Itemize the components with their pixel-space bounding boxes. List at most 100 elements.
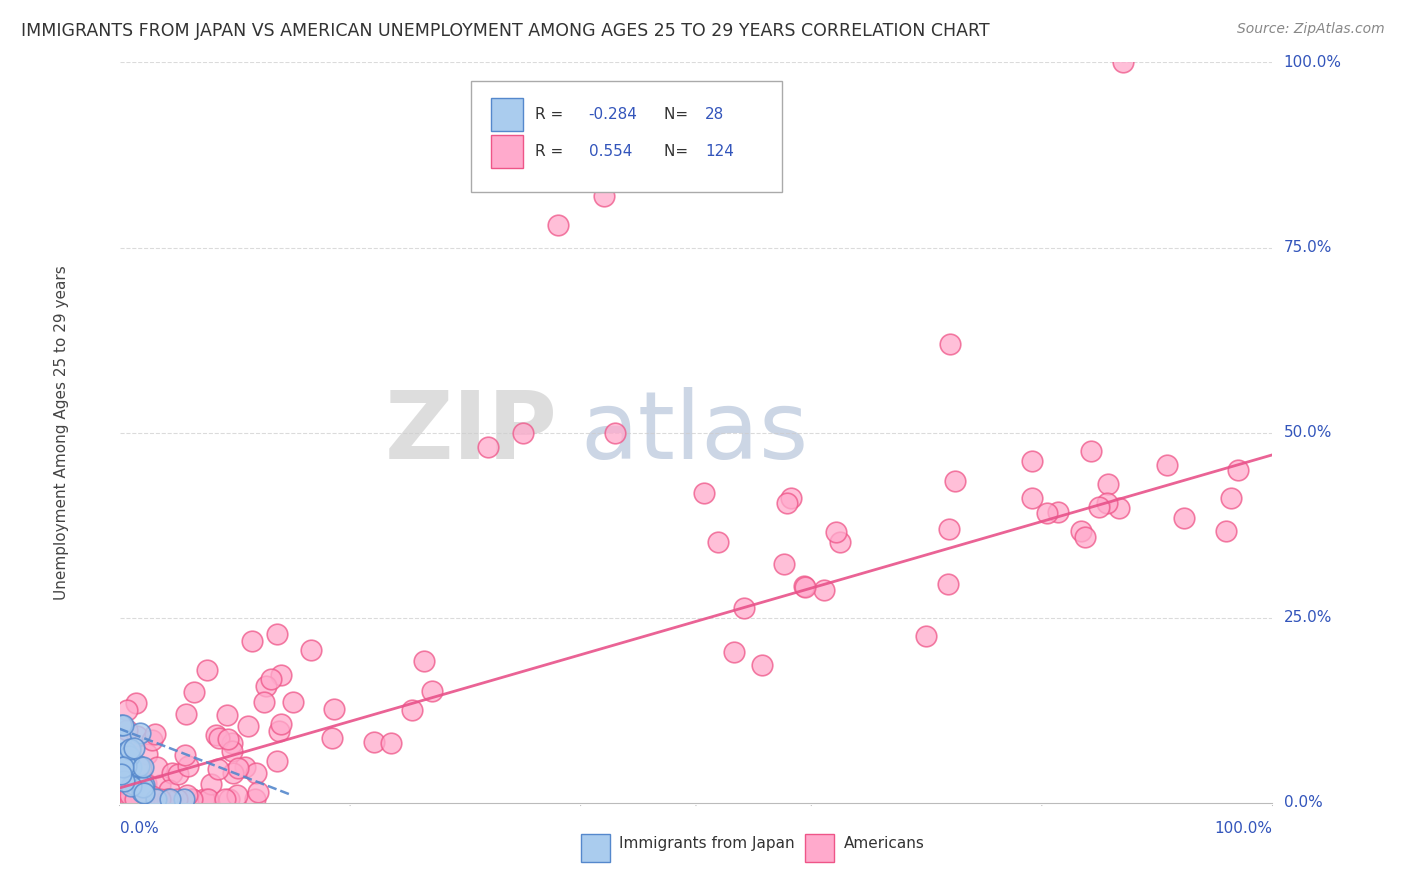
Bar <box>491 135 523 168</box>
Point <box>1220 491 1243 506</box>
Point <box>221 744 243 758</box>
Point <box>117 792 139 806</box>
Point <box>115 759 138 773</box>
Point <box>125 696 148 710</box>
Point <box>166 792 188 806</box>
Point <box>134 792 156 806</box>
Point <box>299 642 322 657</box>
Point <box>226 789 249 803</box>
Point <box>254 679 277 693</box>
Point <box>936 576 959 591</box>
Point <box>132 760 155 774</box>
Point <box>118 788 141 802</box>
Point <box>1108 500 1130 515</box>
Point <box>118 760 141 774</box>
Point <box>112 774 135 789</box>
Point <box>1097 476 1119 491</box>
Point <box>111 760 134 774</box>
Text: 0.0%: 0.0% <box>120 822 159 837</box>
Point <box>131 792 153 806</box>
Point <box>122 792 145 806</box>
Point <box>124 792 146 806</box>
Point <box>723 645 745 659</box>
Point <box>110 757 132 772</box>
Point <box>132 792 155 806</box>
Point <box>1046 506 1069 520</box>
Point <box>115 702 138 716</box>
Point <box>159 792 181 806</box>
Point <box>176 707 198 722</box>
Point <box>228 761 250 775</box>
Point <box>1111 55 1133 70</box>
Point <box>1073 530 1095 544</box>
Point <box>141 789 163 804</box>
Point <box>110 717 132 731</box>
Point <box>830 534 852 549</box>
Point <box>118 743 141 757</box>
Point <box>127 730 149 744</box>
Text: N=: N= <box>664 107 693 122</box>
Point <box>129 761 152 775</box>
Point <box>321 731 343 745</box>
Point <box>420 684 443 698</box>
Text: -0.284: -0.284 <box>589 107 638 122</box>
Point <box>245 766 267 780</box>
Point <box>240 634 263 648</box>
Point <box>322 702 344 716</box>
Point <box>793 579 815 593</box>
Point <box>1021 454 1043 468</box>
Point <box>236 719 259 733</box>
Point <box>1156 458 1178 473</box>
Text: ZIP: ZIP <box>385 386 558 479</box>
Point <box>149 778 172 792</box>
Point <box>1173 510 1195 524</box>
Point <box>112 750 135 764</box>
Point <box>270 716 292 731</box>
Text: Source: ZipAtlas.com: Source: ZipAtlas.com <box>1237 22 1385 37</box>
Point <box>218 792 240 806</box>
Point <box>115 723 138 737</box>
Point <box>283 695 305 709</box>
Point <box>1080 443 1102 458</box>
Point <box>193 792 215 806</box>
Text: Immigrants from Japan: Immigrants from Japan <box>619 836 794 851</box>
Point <box>155 792 177 806</box>
Point <box>605 425 627 440</box>
Point <box>120 779 142 793</box>
Point <box>413 654 436 668</box>
Point <box>124 786 146 800</box>
Point <box>1215 524 1237 539</box>
Text: 124: 124 <box>706 144 734 159</box>
Point <box>132 778 155 792</box>
Point <box>145 792 167 806</box>
Point <box>779 491 801 505</box>
Point <box>111 718 134 732</box>
Point <box>207 763 229 777</box>
Point <box>110 747 132 762</box>
Point <box>110 751 132 765</box>
Point <box>915 629 938 643</box>
Point <box>214 792 236 806</box>
Point <box>143 792 166 806</box>
Text: 100.0%: 100.0% <box>1215 822 1272 837</box>
Point <box>132 789 155 803</box>
Point <box>813 583 835 598</box>
Point <box>776 496 799 510</box>
Point <box>1088 500 1111 514</box>
Point <box>197 792 219 806</box>
Point <box>112 792 135 806</box>
Point <box>167 767 190 781</box>
Point <box>118 748 141 763</box>
Point <box>824 525 846 540</box>
Point <box>173 748 195 763</box>
Point <box>1021 491 1043 506</box>
Text: 0.554: 0.554 <box>589 144 633 159</box>
Point <box>195 663 218 677</box>
Point <box>118 792 141 806</box>
Point <box>512 425 534 440</box>
Point <box>141 733 163 747</box>
Point <box>121 789 143 804</box>
Point <box>135 776 157 790</box>
Point <box>235 760 257 774</box>
Point <box>592 188 614 202</box>
